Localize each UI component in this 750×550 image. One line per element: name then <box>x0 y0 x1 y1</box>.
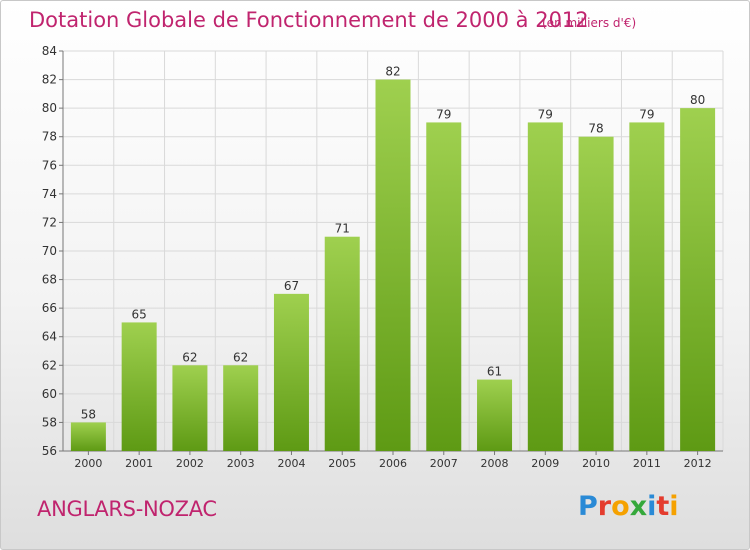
x-tick-label: 2001 <box>125 457 153 470</box>
x-tick-label: 2009 <box>531 457 559 470</box>
bar-2003 <box>223 365 259 451</box>
y-tick-label: 68 <box>42 273 57 287</box>
logo-letter: P <box>578 491 598 522</box>
labels: 58 65 62 62 67 71 82 79 61 79 78 79 80 <box>81 65 706 422</box>
data-label: 71 <box>335 222 350 236</box>
bar-2007 <box>426 122 462 451</box>
y-tick-label: 58 <box>42 415 57 429</box>
data-label: 79 <box>436 107 451 121</box>
bar-2004 <box>273 293 309 451</box>
logo-letter: o <box>611 491 630 522</box>
data-label: 80 <box>690 93 705 107</box>
bar-2008 <box>477 379 513 451</box>
y-tick-label: 72 <box>42 215 57 229</box>
data-label: 67 <box>284 279 299 293</box>
axes: 56 58 60 62 64 66 68 70 72 74 76 78 80 82 84 2000 2001 20… <box>42 44 723 470</box>
x-tick-label: 2002 <box>176 457 204 470</box>
y-tick-label: 64 <box>42 330 57 344</box>
bar-2002 <box>172 365 208 451</box>
bar-2009 <box>527 122 563 451</box>
y-tick-label: 78 <box>42 130 57 144</box>
bar-2012 <box>680 108 716 452</box>
chart-subtitle: (en milliers d'€) <box>542 16 637 30</box>
y-tick-label: 60 <box>42 387 57 401</box>
x-tick-label: 2010 <box>582 457 610 470</box>
data-label: 78 <box>588 122 603 136</box>
x-tick-label: 2012 <box>684 457 712 470</box>
x-tick-label: 2004 <box>277 457 305 470</box>
y-tick-label: 70 <box>42 244 57 258</box>
commune-name: ANGLARS-NOZAC <box>37 497 217 521</box>
logo-letter: x <box>629 491 648 522</box>
bar-2010 <box>578 136 614 451</box>
data-label: 82 <box>385 65 400 79</box>
bar-2000 <box>70 422 106 451</box>
logo-letter: i <box>669 491 679 522</box>
proxiti-logo[interactable]: Proxiti <box>578 491 679 522</box>
y-tick-label: 76 <box>42 158 57 172</box>
logo-letter: i <box>647 491 657 522</box>
bar-2006 <box>375 79 411 452</box>
x-tick-label: 2011 <box>633 457 661 470</box>
data-label: 79 <box>538 107 553 121</box>
x-tick-label: 2005 <box>328 457 356 470</box>
y-tick-label: 82 <box>42 73 57 87</box>
data-label: 62 <box>182 350 197 364</box>
y-tick-label: 62 <box>42 358 57 372</box>
data-label: 61 <box>487 365 502 379</box>
bar-2005 <box>324 236 360 451</box>
logo-letter: t <box>656 491 670 522</box>
bar-2001 <box>121 322 157 451</box>
data-label: 58 <box>81 407 96 421</box>
bars <box>70 79 716 452</box>
logo-letter: r <box>597 491 612 522</box>
y-tick-label: 84 <box>42 44 57 58</box>
bar-2011 <box>629 122 665 451</box>
x-tick-label: 2008 <box>481 457 509 470</box>
x-tick-label: 2003 <box>227 457 255 470</box>
y-tick-label: 80 <box>42 101 57 115</box>
x-tick-label: 2000 <box>74 457 102 470</box>
y-tick-label: 74 <box>42 187 57 201</box>
chart-title: Dotation Globale de Fonctionnement de 20… <box>29 8 589 32</box>
data-label: 65 <box>132 307 147 321</box>
x-tick-label: 2007 <box>430 457 458 470</box>
y-tick-label: 56 <box>42 444 57 458</box>
y-tick-label: 66 <box>42 301 57 315</box>
data-label: 79 <box>639 107 654 121</box>
data-label: 62 <box>233 350 248 364</box>
x-tick-label: 2006 <box>379 457 407 470</box>
